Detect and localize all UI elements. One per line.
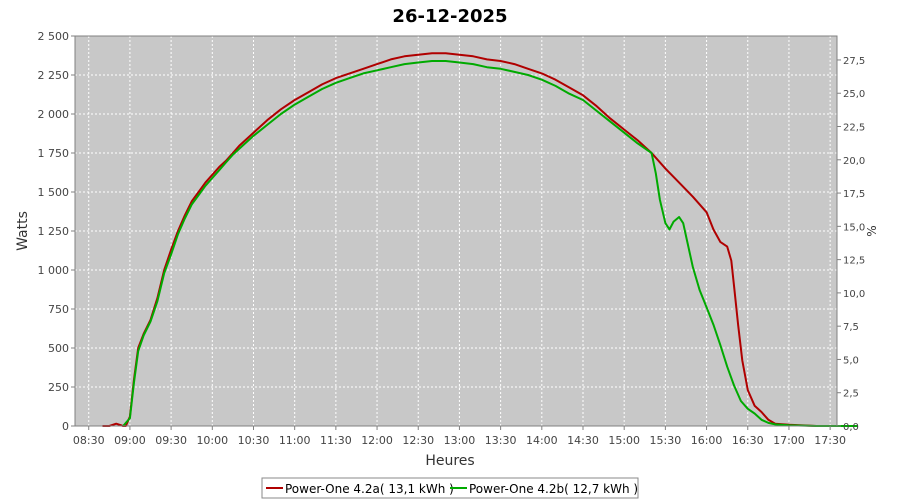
- x-tick-label: 11:00: [279, 434, 311, 447]
- x-tick-label: 17:00: [773, 434, 805, 447]
- x-tick-label: 10:00: [196, 434, 228, 447]
- y-tick-label: 1 000: [38, 264, 70, 277]
- x-tick-label: 15:30: [650, 434, 682, 447]
- x-tick-label: 12:00: [361, 434, 393, 447]
- y2-tick-label: 17,5: [843, 189, 865, 200]
- x-tick-label: 09:30: [155, 434, 187, 447]
- y2-axis-title: %: [865, 225, 879, 236]
- legend: Power-One 4.2a( 13,1 kWh ) Power-One 4.2…: [261, 477, 639, 499]
- y2-tick-label: 27,5: [843, 56, 865, 67]
- x-tick-label: 15:00: [608, 434, 640, 447]
- x-tick-label: 08:30: [73, 434, 105, 447]
- series-line-b: [122, 60, 858, 427]
- y-tick-label: 0: [62, 420, 69, 433]
- x-tick-label: 11:30: [320, 434, 352, 447]
- y2-tick-label: 0,0: [843, 422, 859, 433]
- series-line-a: [102, 52, 858, 427]
- y-tick-label: 1 500: [38, 186, 70, 199]
- y-tick-label: 1 750: [38, 147, 70, 160]
- x-tick-label: 16:00: [691, 434, 723, 447]
- x-tick-label: 16:30: [732, 434, 764, 447]
- chart-title: 26-12-2025: [392, 6, 507, 27]
- x-tick-label: 12:30: [402, 434, 434, 447]
- x-tick-label: 17:30: [814, 434, 846, 447]
- y-tick-label: 2 250: [38, 69, 70, 82]
- y-tick-label: 2 500: [38, 30, 70, 43]
- y2-tick-label: 25,0: [843, 89, 865, 100]
- y2-tick-label: 5,0: [843, 355, 859, 366]
- x-tick-label: 10:30: [238, 434, 270, 447]
- x-axis-title: Heures: [425, 453, 474, 469]
- x-tick-label: 14:30: [567, 434, 599, 447]
- y-tick-label: 1 250: [38, 225, 70, 238]
- y2-tick-label: 15,0: [843, 222, 865, 233]
- y-tick-label: 250: [48, 381, 69, 394]
- series-layer: [102, 52, 858, 427]
- y2-tick-label: 7,5: [843, 322, 859, 333]
- y-axis-ticks: 0 250 500 750 1 000 1 250 1 500 1 750 2 000 2 250…: [38, 30, 75, 433]
- legend-label-series-b: Power-One 4.2b( 12,7 kWh ): [469, 482, 638, 496]
- y2-tick-label: 20,0: [843, 156, 865, 167]
- y-tick-label: 2 000: [38, 108, 70, 121]
- x-axis-ticks: 08:30 09:00 09:30 10:00 10:30 11:00 11:30 12:00…: [73, 426, 846, 447]
- y2-tick-label: 22,5: [843, 123, 865, 134]
- y2-tick-label: 10,0: [843, 289, 865, 300]
- y2-axis-ticks: 0,0 2,5 5,0 7,5 10,0 12,5 15,0 17,5 20,0 22,5 25,0…: [837, 56, 865, 433]
- legend-label-series-a: Power-One 4.2a( 13,1 kWh ): [285, 482, 454, 496]
- y2-tick-label: 2,5: [843, 389, 859, 400]
- y-tick-label: 500: [48, 342, 69, 355]
- x-tick-label: 13:00: [444, 434, 476, 447]
- x-tick-label: 09:00: [114, 434, 146, 447]
- x-tick-label: 13:30: [485, 434, 517, 447]
- y-axis-title: Watts: [15, 211, 31, 251]
- y2-tick-label: 12,5: [843, 256, 865, 267]
- y-tick-label: 750: [48, 303, 69, 316]
- x-tick-label: 14:00: [526, 434, 558, 447]
